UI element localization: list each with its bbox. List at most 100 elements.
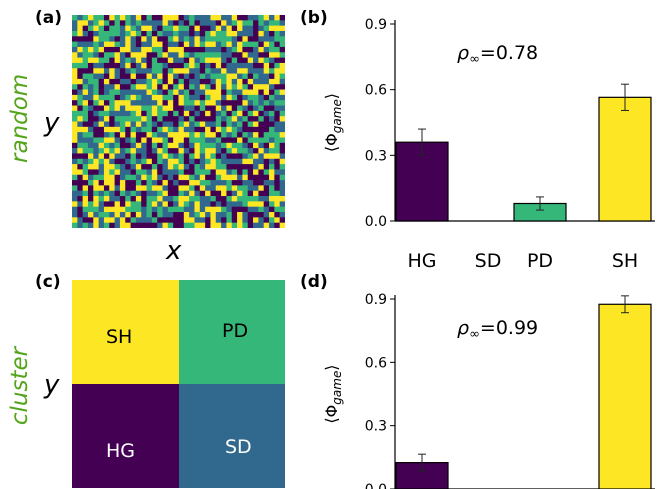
grid-cell — [279, 52, 285, 58]
grid-cell — [93, 36, 99, 42]
grid-cell — [141, 148, 147, 154]
grid-cell — [263, 84, 270, 90]
grid-cell — [247, 15, 254, 21]
grid-cell — [157, 164, 163, 170]
grid-cell — [178, 222, 185, 228]
grid-cell — [237, 174, 243, 181]
grid-cell — [210, 84, 217, 90]
grid-cell — [221, 164, 227, 170]
grid-cell — [103, 105, 110, 112]
grid-cell — [77, 36, 83, 42]
grid-cell — [253, 30, 259, 37]
grid-cell — [130, 25, 137, 32]
grid-cell — [199, 57, 206, 64]
grid-cell — [82, 169, 89, 176]
grid-cell — [162, 110, 169, 117]
grid-cell — [274, 36, 280, 42]
grid-cell — [135, 201, 142, 208]
grid-cell — [199, 36, 206, 42]
grid-cell — [210, 20, 217, 26]
grid-cell — [205, 196, 211, 202]
grid-cell — [109, 68, 115, 74]
grid-cell — [167, 174, 174, 181]
grid-cell — [135, 132, 142, 138]
grid-cell — [151, 121, 158, 128]
grid-cell — [77, 180, 83, 186]
grid-cell — [247, 217, 254, 223]
grid-cell — [173, 84, 179, 90]
grid-cell — [157, 41, 163, 48]
grid-cell — [194, 137, 201, 144]
grid-cell — [141, 190, 147, 197]
grid-cell — [93, 73, 99, 80]
cluster-label-sh: SH — [106, 326, 133, 348]
grid-cell — [199, 52, 206, 58]
grid-cell — [98, 116, 105, 122]
grid-cell — [93, 126, 99, 133]
grid-cell — [279, 116, 285, 122]
grid-cell — [258, 89, 265, 96]
grid-cell — [199, 206, 206, 213]
grid-cell — [231, 164, 238, 170]
grid-cell — [114, 73, 121, 80]
grid-cell — [247, 25, 254, 32]
grid-cell — [82, 206, 89, 213]
grid-cell — [274, 100, 280, 106]
grid-cell — [226, 190, 233, 197]
grid-cell — [87, 153, 94, 160]
grid-cell — [210, 100, 217, 106]
grid-cell — [114, 169, 121, 176]
grid-cell — [237, 25, 243, 32]
grid-cell — [242, 148, 249, 154]
grid-cell — [237, 100, 243, 106]
grid-cell — [226, 57, 233, 64]
grid-cell — [221, 169, 227, 176]
grid-cell — [82, 94, 89, 101]
grid-cell — [151, 94, 158, 101]
grid-cell — [279, 153, 285, 160]
grid-cell — [82, 222, 89, 228]
grid-cell — [194, 52, 201, 58]
grid-cell — [178, 100, 185, 106]
grid-cell — [114, 110, 121, 117]
grid-cell — [253, 20, 259, 26]
grid-cell — [194, 153, 201, 160]
grid-cell — [258, 121, 265, 128]
grid-cell — [103, 116, 110, 122]
grid-cell — [135, 89, 142, 96]
grid-cell — [157, 94, 163, 101]
grid-cell — [77, 94, 83, 101]
grid-cell — [146, 84, 153, 90]
grid-cell — [93, 190, 99, 197]
grid-cell — [205, 57, 211, 64]
grid-cell — [72, 121, 78, 128]
grid-cell — [242, 84, 249, 90]
grid-cell — [221, 20, 227, 26]
grid-cell — [77, 164, 83, 170]
grid-cell — [258, 222, 265, 228]
grid-cell — [178, 68, 185, 74]
grid-cell — [82, 116, 89, 122]
grid-cell — [178, 78, 185, 85]
grid-cell — [82, 153, 89, 160]
grid-cell — [103, 158, 110, 165]
grid-cell — [173, 153, 179, 160]
grid-cell — [77, 20, 83, 26]
grid-cell — [226, 158, 233, 165]
grid-cell — [274, 57, 280, 64]
grid-cell — [215, 164, 222, 170]
grid-cell — [77, 158, 83, 165]
grid-cell — [279, 89, 285, 96]
grid-cell — [178, 36, 185, 42]
grid-cell — [226, 36, 233, 42]
grid-cell — [109, 222, 115, 228]
grid-cell — [242, 164, 249, 170]
grid-cell — [151, 201, 158, 208]
grid-cell — [274, 126, 280, 133]
grid-cell — [189, 94, 195, 101]
grid-cell — [103, 201, 110, 208]
bar-sh — [598, 96, 652, 222]
grid-cell — [103, 89, 110, 96]
grid-cell — [125, 78, 131, 85]
grid-cell — [263, 180, 270, 186]
